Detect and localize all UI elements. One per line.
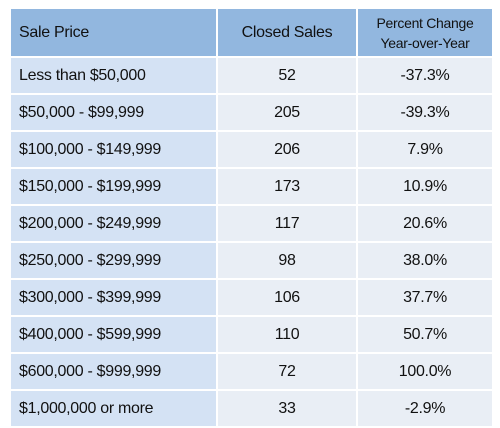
table-header-row: Sale Price Closed Sales Percent Change Y…: [11, 9, 492, 56]
percent-change-header: Percent Change Year-over-Year: [358, 9, 492, 56]
percent-change-cell: -39.3%: [358, 95, 492, 130]
percent-change-cell: 50.7%: [358, 317, 492, 352]
percent-change-cell: 7.9%: [358, 132, 492, 167]
table-row: $300,000 - $399,999 106 37.7%: [11, 280, 492, 315]
closed-sales-header: Closed Sales: [218, 9, 356, 56]
closed-sales-cell: 206: [218, 132, 356, 167]
table-row: $400,000 - $599,999 110 50.7%: [11, 317, 492, 352]
sale-price-cell: $600,000 - $999,999: [11, 354, 216, 389]
table-row: $150,000 - $199,999 173 10.9%: [11, 169, 492, 204]
percent-change-header-line-1: Percent Change: [376, 14, 474, 31]
closed-sales-cell: 98: [218, 243, 356, 278]
sale-price-cell: $200,000 - $249,999: [11, 206, 216, 241]
percent-change-header-line-2: Year-over-Year: [380, 34, 470, 51]
closed-sales-cell: 72: [218, 354, 356, 389]
table-row: $600,000 - $999,999 72 100.0%: [11, 354, 492, 389]
closed-sales-cell: 106: [218, 280, 356, 315]
percent-change-cell: 10.9%: [358, 169, 492, 204]
percent-change-cell: 38.0%: [358, 243, 492, 278]
closed-sales-cell: 205: [218, 95, 356, 130]
sale-price-cell: $150,000 - $199,999: [11, 169, 216, 204]
sale-price-cell: $100,000 - $149,999: [11, 132, 216, 167]
sale-price-header: Sale Price: [11, 9, 216, 56]
sale-price-cell: $50,000 - $99,999: [11, 95, 216, 130]
closed-sales-cell: 52: [218, 58, 356, 93]
percent-change-cell: -37.3%: [358, 58, 492, 93]
table-row: $100,000 - $149,999 206 7.9%: [11, 132, 492, 167]
closed-sales-cell: 117: [218, 206, 356, 241]
percent-change-cell: 37.7%: [358, 280, 492, 315]
closed-sales-cell: 173: [218, 169, 356, 204]
table-row: Less than $50,000 52 -37.3%: [11, 58, 492, 93]
closed-sales-cell: 33: [218, 391, 356, 426]
table-row: $250,000 - $299,999 98 38.0%: [11, 243, 492, 278]
percent-change-cell: 20.6%: [358, 206, 492, 241]
sale-price-cell: $1,000,000 or more: [11, 391, 216, 426]
table-row: $200,000 - $249,999 117 20.6%: [11, 206, 492, 241]
percent-change-cell: -2.9%: [358, 391, 492, 426]
closed-sales-cell: 110: [218, 317, 356, 352]
sale-price-cell: $400,000 - $599,999: [11, 317, 216, 352]
table-row: $50,000 - $99,999 205 -39.3%: [11, 95, 492, 130]
table-row: $1,000,000 or more 33 -2.9%: [11, 391, 492, 426]
sale-price-cell: $250,000 - $299,999: [11, 243, 216, 278]
percent-change-cell: 100.0%: [358, 354, 492, 389]
sale-price-cell: Less than $50,000: [11, 58, 216, 93]
closed-sales-by-price-table: Sale Price Closed Sales Percent Change Y…: [9, 7, 494, 428]
sale-price-cell: $300,000 - $399,999: [11, 280, 216, 315]
